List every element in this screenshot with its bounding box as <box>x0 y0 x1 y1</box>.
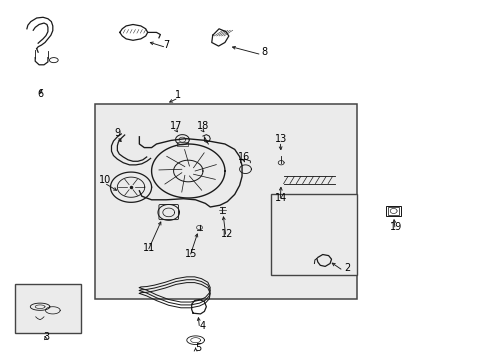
Text: 11: 11 <box>142 243 155 253</box>
Bar <box>271 194 356 275</box>
Text: 1: 1 <box>175 90 181 100</box>
Bar <box>15 284 81 333</box>
Text: 18: 18 <box>196 121 209 131</box>
Text: 4: 4 <box>200 321 205 331</box>
Text: 13: 13 <box>274 134 287 144</box>
Text: 17: 17 <box>169 121 182 131</box>
Bar <box>95 104 356 299</box>
Text: 5: 5 <box>195 343 201 353</box>
Bar <box>386 206 400 216</box>
Text: 9: 9 <box>114 128 120 138</box>
Bar <box>177 142 187 146</box>
Text: 8: 8 <box>261 47 266 57</box>
Text: 19: 19 <box>389 222 402 232</box>
Text: 12: 12 <box>221 229 233 239</box>
Text: 10: 10 <box>99 175 111 185</box>
Bar <box>387 207 398 215</box>
Text: 14: 14 <box>274 193 287 203</box>
Text: 16: 16 <box>238 152 250 162</box>
Text: 6: 6 <box>37 89 43 99</box>
Text: 15: 15 <box>184 249 197 259</box>
Ellipse shape <box>49 58 58 63</box>
Text: 3: 3 <box>43 332 49 342</box>
Text: 2: 2 <box>344 263 349 273</box>
Text: 7: 7 <box>163 40 169 50</box>
